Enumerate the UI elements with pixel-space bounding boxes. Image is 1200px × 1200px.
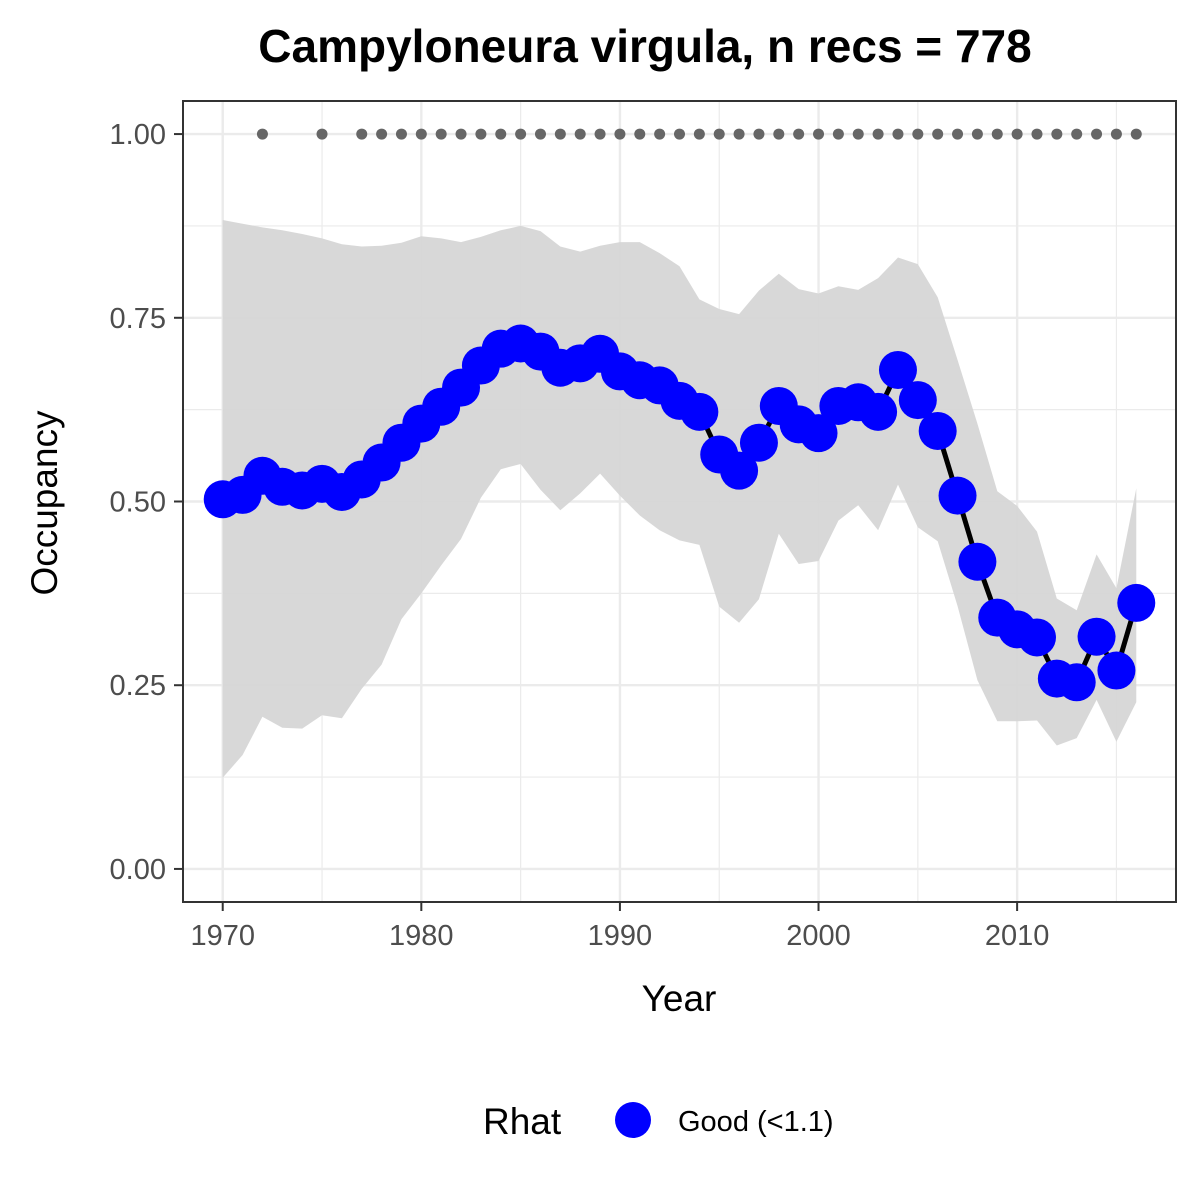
record-dot [713,128,725,140]
x-tick-label: 2010 [985,920,1050,952]
occupancy-point [680,392,719,431]
record-dot [515,128,527,140]
y-tick-label: 0.75 [110,303,166,335]
record-dot [674,128,685,140]
occupancy-point [1077,617,1116,656]
record-dot [634,128,646,140]
record-dot [395,128,407,140]
record-dot [733,128,745,140]
record-dot [1031,128,1043,140]
record-dot [1091,128,1103,140]
y-tick-label: 0.50 [110,487,166,519]
occupancy-point [859,392,898,431]
occupancy-points [203,324,1156,702]
record-dot [793,128,805,140]
record-years-dots [256,128,1142,140]
record-dot [614,128,626,140]
chart-title: Campyloneura virgula, n recs = 778 [258,20,1031,72]
record-dot [654,128,666,140]
record-dot [475,128,487,140]
occupancy-point [799,414,838,453]
occupancy-point [1057,663,1096,702]
record-dot [435,128,447,140]
occupancy-point [958,542,997,581]
record-dot [356,128,368,140]
record-dot [753,128,765,140]
record-dot [813,128,825,140]
record-dot [971,128,983,140]
x-axis-title: Year [642,978,717,1019]
record-dot [952,128,964,140]
legend-title: Rhat [483,1101,562,1142]
occupancy-point [918,411,957,450]
x-tick-label: 1970 [190,920,255,952]
y-tick-label: 0.25 [110,670,166,702]
occupancy-point [938,476,977,515]
record-dot [594,128,606,140]
occupancy-point [898,381,937,420]
record-dot [415,128,427,140]
record-dot [376,128,388,140]
record-dot [256,128,268,140]
record-dot [534,128,546,140]
record-dot [912,128,924,140]
record-dot [892,128,904,140]
legend-key-point [615,1102,651,1138]
y-axis: 0.00 0.25 0.50 0.75 1.00 [110,119,183,886]
occupancy-point [1097,651,1136,690]
record-dot [574,128,586,140]
record-dot [1130,128,1142,140]
record-dot [1051,128,1063,140]
x-tick-label: 1990 [588,920,653,952]
record-dot [693,128,705,140]
y-tick-label: 0.00 [110,854,166,886]
y-axis-title: Occupancy [24,410,65,596]
record-dot [554,128,566,140]
record-dot [852,128,864,140]
record-dot [495,128,507,140]
legend-label-good: Good (<1.1) [678,1106,834,1138]
occupancy-point [1117,583,1156,622]
legend: Rhat Good (<1.1) [483,1101,834,1142]
x-axis: 1970 1980 1990 2000 2010 [190,902,1049,952]
record-dot [832,128,844,140]
record-dot [773,128,785,140]
occupancy-point [720,451,759,490]
record-dot [1071,128,1083,140]
y-tick-label: 1.00 [110,119,166,151]
record-dot [316,128,328,140]
record-dot [872,128,884,140]
occupancy-point [878,350,917,389]
occupancy-point [739,423,778,462]
record-dot [932,128,944,140]
record-dot [455,128,467,140]
occupancy-point [1017,618,1056,657]
record-dot [1011,128,1023,140]
x-tick-label: 2000 [786,920,851,952]
record-dot [991,128,1003,140]
x-tick-label: 1980 [389,920,454,952]
record-dot [1110,128,1122,140]
